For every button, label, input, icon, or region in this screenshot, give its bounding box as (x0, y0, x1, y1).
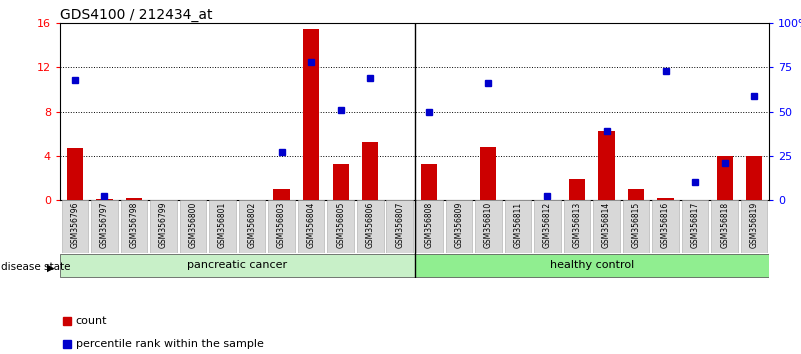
Text: GSM356798: GSM356798 (130, 202, 139, 248)
FancyBboxPatch shape (357, 200, 384, 253)
Text: GSM356801: GSM356801 (218, 202, 227, 248)
FancyBboxPatch shape (121, 200, 147, 253)
FancyBboxPatch shape (534, 200, 561, 253)
Text: GSM356799: GSM356799 (159, 202, 168, 248)
Bar (746, 156, 763, 200)
Bar (598, 131, 614, 200)
FancyBboxPatch shape (682, 200, 708, 253)
Bar (303, 29, 320, 200)
FancyBboxPatch shape (622, 200, 650, 253)
FancyBboxPatch shape (268, 200, 295, 253)
FancyBboxPatch shape (60, 253, 415, 278)
Bar (628, 189, 644, 200)
FancyBboxPatch shape (386, 200, 413, 253)
FancyBboxPatch shape (91, 200, 118, 253)
Text: GSM356819: GSM356819 (750, 202, 759, 248)
Text: GSM356803: GSM356803 (277, 202, 286, 248)
Text: GSM356815: GSM356815 (631, 202, 641, 248)
Bar (569, 179, 585, 200)
FancyBboxPatch shape (475, 200, 501, 253)
FancyBboxPatch shape (416, 200, 443, 253)
FancyBboxPatch shape (445, 200, 472, 253)
FancyBboxPatch shape (328, 200, 354, 253)
Text: percentile rank within the sample: percentile rank within the sample (75, 338, 264, 349)
Text: GSM356804: GSM356804 (307, 202, 316, 248)
FancyBboxPatch shape (62, 200, 88, 253)
Text: disease state: disease state (1, 262, 70, 272)
Text: GSM356817: GSM356817 (690, 202, 699, 248)
Bar (717, 156, 733, 200)
Text: GSM356818: GSM356818 (720, 202, 729, 248)
Bar (332, 164, 348, 200)
FancyBboxPatch shape (564, 200, 590, 253)
FancyBboxPatch shape (179, 200, 207, 253)
Text: GSM356796: GSM356796 (70, 202, 79, 248)
FancyBboxPatch shape (652, 200, 679, 253)
Bar (658, 198, 674, 200)
FancyBboxPatch shape (209, 200, 235, 253)
Bar (126, 198, 142, 200)
Text: GSM356813: GSM356813 (573, 202, 582, 248)
Text: GSM356812: GSM356812 (543, 202, 552, 248)
Text: pancreatic cancer: pancreatic cancer (187, 261, 288, 270)
FancyBboxPatch shape (594, 200, 620, 253)
FancyBboxPatch shape (711, 200, 738, 253)
Text: ▶: ▶ (47, 262, 54, 272)
Text: count: count (75, 315, 107, 326)
Bar (362, 142, 378, 200)
Bar (273, 189, 290, 200)
FancyBboxPatch shape (741, 200, 767, 253)
Text: GSM356802: GSM356802 (248, 202, 256, 248)
Bar (481, 147, 497, 200)
Text: GSM356805: GSM356805 (336, 202, 345, 248)
Text: GDS4100 / 212434_at: GDS4100 / 212434_at (60, 8, 212, 22)
Text: GSM356811: GSM356811 (513, 202, 522, 248)
Bar (66, 148, 83, 200)
Text: healthy control: healthy control (549, 261, 634, 270)
Text: GSM356806: GSM356806 (366, 202, 375, 248)
FancyBboxPatch shape (239, 200, 265, 253)
Text: GSM356810: GSM356810 (484, 202, 493, 248)
Text: GSM356797: GSM356797 (100, 202, 109, 248)
FancyBboxPatch shape (415, 253, 769, 278)
FancyBboxPatch shape (505, 200, 531, 253)
FancyBboxPatch shape (150, 200, 177, 253)
Text: GSM356807: GSM356807 (395, 202, 405, 248)
Text: GSM356809: GSM356809 (454, 202, 463, 248)
Bar (421, 164, 437, 200)
Bar (96, 199, 112, 200)
Text: GSM356816: GSM356816 (661, 202, 670, 248)
FancyBboxPatch shape (298, 200, 324, 253)
Text: GSM356800: GSM356800 (188, 202, 198, 248)
Text: GSM356814: GSM356814 (602, 202, 611, 248)
Text: GSM356808: GSM356808 (425, 202, 434, 248)
